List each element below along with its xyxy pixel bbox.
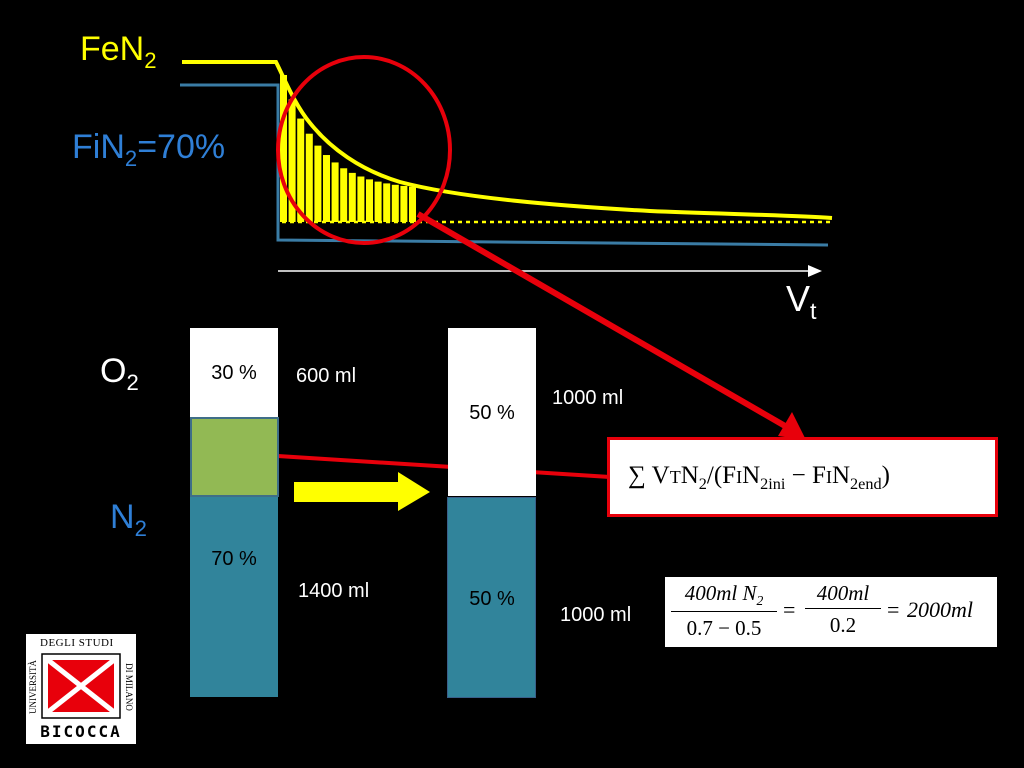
n2-text: N [110, 498, 135, 536]
num1-sub: 2 [756, 593, 764, 609]
eq-2: = [887, 597, 900, 622]
vt-symbol: V [651, 462, 670, 489]
fraction-1-den: 0.7 − 0.5 [686, 616, 762, 641]
vt-sub: t [810, 298, 817, 325]
eq-1: = [783, 597, 796, 622]
right-top-ml: 1000 ml [552, 387, 624, 409]
vt-small: T [669, 467, 681, 487]
red-arrow-line [416, 211, 794, 433]
formula-box: ∑ VTN2/(FIN2ini − FIN2end) [607, 437, 998, 517]
fraction-2: 400ml 0.2 [805, 581, 881, 638]
washout-bar [323, 155, 330, 222]
right-n2-segment [447, 497, 536, 698]
fen2-curve [182, 60, 833, 220]
washout-bar [383, 183, 391, 222]
fin1-f: F [722, 462, 737, 489]
o2-label: O2 [100, 352, 139, 396]
washout-bar [400, 185, 408, 222]
minus-symbol: − [785, 462, 813, 489]
logo-emblem-icon [41, 653, 121, 719]
num1: 400ml N [684, 581, 757, 605]
fraction-1: 400ml N2 0.7 − 0.5 [671, 581, 777, 641]
formula-text: ∑ VTN2/(FIN2ini − FIN2end) [628, 462, 890, 494]
yellow-arrow [294, 472, 430, 511]
washout-bar [357, 176, 365, 222]
washout-bar [297, 118, 305, 222]
left-washed-segment [190, 417, 279, 497]
fin2-label: FiN2=70% [72, 128, 225, 172]
washout-bar [391, 184, 399, 222]
logo-top-text: DEGLI STUDI [40, 637, 114, 649]
washout-bar [366, 179, 373, 222]
fin2-value: =70% [137, 128, 226, 166]
vt-axis-arrowhead [808, 265, 822, 277]
red-arrowhead [778, 412, 806, 440]
highlight-circle [276, 55, 452, 245]
washout-bar [331, 162, 339, 222]
red-connector-line [261, 453, 611, 479]
washout-bar [305, 133, 313, 222]
fin2-sub: 2end [850, 475, 882, 493]
logo-right-text: DI MILANO [124, 663, 134, 711]
fraction-2-num: 400ml [805, 581, 881, 609]
right-top-pct: 50 % [469, 402, 515, 424]
n2-sub: 2 [134, 515, 147, 541]
right-bottom-ml: 1000 ml [560, 604, 632, 626]
left-o2-segment [190, 328, 278, 418]
vt-label: Vt [786, 278, 817, 325]
washout-bar [374, 181, 382, 222]
fen2-text: FeN [80, 30, 145, 68]
washout-bars [280, 75, 416, 222]
fin1-n: N [742, 462, 761, 489]
fin2-f: F [812, 462, 826, 489]
washout-bar [280, 75, 287, 222]
fraction-1-num: 400ml N2 [671, 581, 777, 613]
fin1-i: I [736, 467, 743, 487]
n-symbol: N [680, 462, 699, 489]
fin2-text: FiN [72, 128, 125, 166]
left-bottom-ml: 1400 ml [298, 580, 370, 602]
logo-bottom-text: BICOCCA [40, 722, 122, 741]
close-paren: ) [881, 462, 890, 489]
n2-sub-symbol: 2 [698, 475, 707, 493]
fraction-2-den: 0.2 [829, 613, 857, 637]
left-top-pct: 30 % [211, 362, 257, 384]
slash-symbol: /( [706, 462, 723, 489]
calc-box: 400ml N2 0.7 − 0.5 = 400ml 0.2 = 2000ml [665, 577, 997, 647]
n2-label: N2 [110, 498, 147, 542]
fen2-sub: 2 [144, 47, 157, 73]
washout-bar [348, 172, 356, 222]
vt-text: V [786, 278, 811, 319]
right-o2-segment [448, 328, 536, 496]
washout-bar [314, 145, 322, 222]
result: 2000ml [907, 597, 973, 622]
fin2-n: N [831, 462, 850, 489]
left-n2-segment [190, 497, 278, 697]
fin1-sub: 2ini [760, 475, 786, 493]
fin2-sub: 2 [124, 145, 138, 171]
o2-sub: 2 [126, 369, 139, 395]
fen2-label: FeN2 [80, 30, 157, 74]
washout-bar [288, 99, 296, 222]
fin2-i: I [825, 467, 832, 487]
sum-symbol: ∑ [628, 462, 646, 489]
o2-text: O [100, 352, 127, 390]
left-top-ml: 600 ml [296, 365, 357, 387]
left-bottom-pct: 70 % [211, 548, 257, 570]
washout-bar [409, 186, 416, 222]
washout-bar [340, 168, 348, 222]
logo-left-text: UNIVERSITÀ [28, 660, 38, 714]
right-bottom-pct: 50 % [469, 588, 515, 610]
university-logo: DEGLI STUDI UNIVERSITÀ DI MILANO BICOCCA [26, 634, 136, 744]
